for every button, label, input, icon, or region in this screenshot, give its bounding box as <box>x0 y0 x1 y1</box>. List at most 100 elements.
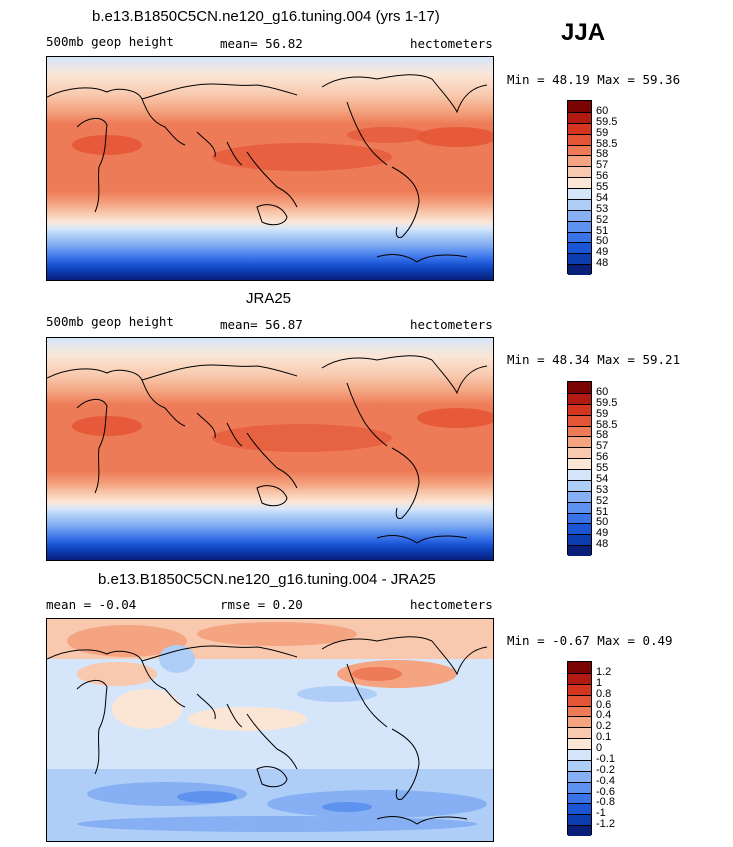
colorbar-box <box>568 447 591 459</box>
colorbar-box <box>568 781 591 793</box>
colorbar-tick-label: -0.4 <box>596 774 615 787</box>
colorbar-box <box>568 803 591 815</box>
colorbar-tick-label: -0.8 <box>596 796 615 809</box>
panel2-field-plot <box>47 338 493 560</box>
colorbar-box <box>568 111 591 123</box>
colorbar-box <box>568 792 591 804</box>
panel3-map <box>46 618 494 842</box>
colorbar-tick-label: 59.5 <box>596 396 618 409</box>
colorbar-tick-label: 52 <box>596 494 609 507</box>
panel1-colorbar <box>567 100 592 275</box>
colorbar-tick-label: 57 <box>596 159 609 172</box>
panel1-units-label: hectometers <box>410 36 493 51</box>
panel3-coastlines <box>47 636 488 825</box>
colorbar-box <box>568 479 591 491</box>
panel1-minmax-label: Min = 48.19 Max = 59.36 <box>507 72 681 87</box>
colorbar-tick-label: 55 <box>596 181 609 193</box>
colorbar-box <box>568 501 591 513</box>
colorbar-tick-label: -0.1 <box>596 752 615 765</box>
panel2-minmax-label: Min = 48.34 Max = 59.21 <box>507 352 681 367</box>
colorbar-box <box>568 727 591 739</box>
colorbar-tick-label: 1.2 <box>596 665 612 678</box>
colorbar-tick-label: -1 <box>596 807 606 820</box>
colorbar-box <box>568 188 591 199</box>
panel3-minmax-label: Min = -0.67 Max = 0.49 <box>507 633 673 648</box>
colorbar-tick-label: -1.2 <box>596 818 615 831</box>
colorbar-tick-label: 56 <box>596 451 609 464</box>
colorbar-box <box>568 814 591 826</box>
colorbar-box <box>568 392 591 404</box>
colorbar-tick-label: 49 <box>596 246 609 259</box>
colorbar-box <box>568 231 591 243</box>
colorbar-tick-label: 50 <box>596 516 609 529</box>
colorbar-box <box>568 683 591 695</box>
colorbar-box <box>568 749 591 760</box>
panel3-title: b.e13.B1850C5CN.ne120_g16.tuning.004 - J… <box>98 571 436 588</box>
panel3-colorbar <box>567 661 592 836</box>
colorbar-tick-label: 1 <box>596 676 603 689</box>
colorbar-tick-label: 0 <box>596 742 603 754</box>
colorbar-box <box>568 209 591 221</box>
colorbar-tick-label: 58.5 <box>596 137 618 150</box>
colorbar-box <box>568 414 591 426</box>
colorbar-box <box>568 177 591 188</box>
colorbar-box <box>568 166 591 178</box>
colorbar-box <box>568 759 591 771</box>
colorbar-tick-label: 0.8 <box>596 687 612 700</box>
panel2-colorbar <box>567 381 592 556</box>
panel2-units-label: hectometers <box>410 317 493 332</box>
colorbar-box <box>568 198 591 210</box>
colorbar-tick-label: 53 <box>596 483 609 496</box>
colorbar-box <box>568 545 591 556</box>
colorbar-tick-label: 54 <box>596 191 609 204</box>
colorbar-box <box>568 825 591 836</box>
colorbar-tick-label: 58 <box>596 148 609 161</box>
colorbar-tick-label: 58 <box>596 429 609 442</box>
colorbar-tick-label: 0.4 <box>596 709 612 722</box>
colorbar-box <box>568 220 591 232</box>
colorbar-box <box>568 662 591 673</box>
colorbar-box <box>568 705 591 717</box>
colorbar-box <box>568 512 591 524</box>
panel3-units-label: hectometers <box>410 597 493 612</box>
colorbar-tick-label: 49 <box>596 527 609 540</box>
colorbar-box <box>568 694 591 706</box>
colorbar-tick-label: 55 <box>596 462 609 474</box>
colorbar-box <box>568 458 591 469</box>
colorbar-box <box>568 738 591 749</box>
colorbar-box <box>568 716 591 728</box>
colorbar-tick-label: 51 <box>596 505 609 518</box>
colorbar-tick-label: 0.6 <box>596 698 612 711</box>
colorbar-box <box>568 403 591 415</box>
panel2-coastlines <box>47 355 488 544</box>
season-label: JJA <box>561 19 606 46</box>
panel3-field-plot <box>47 619 493 841</box>
colorbar-tick-label: 0.2 <box>596 720 612 733</box>
panel1-coastlines <box>47 74 488 263</box>
colorbar-box <box>568 144 591 156</box>
colorbar-box <box>568 101 591 112</box>
colorbar-tick-label: 51 <box>596 224 609 237</box>
colorbar-tick-label: -0.6 <box>596 785 615 798</box>
panel1-variable-label: 500mb geop height <box>46 34 174 49</box>
colorbar-box <box>568 469 591 480</box>
colorbar-tick-label: 0.1 <box>596 731 612 744</box>
colorbar-box <box>568 490 591 502</box>
colorbar-tick-label: -0.2 <box>596 763 615 776</box>
colorbar-tick-label: 48 <box>596 538 609 551</box>
colorbar-tick-label: 59.5 <box>596 115 618 128</box>
panel3-rmse-label: rmse = 0.20 <box>220 597 303 612</box>
colorbar-tick-label: 53 <box>596 202 609 215</box>
colorbar-tick-label: 52 <box>596 213 609 226</box>
colorbar-box <box>568 672 591 684</box>
panel2-mean-label: mean= 56.87 <box>220 317 303 332</box>
colorbar-tick-label: 56 <box>596 170 609 183</box>
colorbar-box <box>568 242 591 254</box>
colorbar-box <box>568 770 591 782</box>
colorbar-tick-label: 57 <box>596 440 609 453</box>
colorbar-tick-label: 58.5 <box>596 418 618 431</box>
panel1-title: b.e13.B1850C5CN.ne120_g16.tuning.004 (yr… <box>92 8 440 25</box>
colorbar-tick-label: 54 <box>596 472 609 485</box>
colorbar-tick-label: 59 <box>596 407 609 420</box>
panel1-mean-label: mean= 56.82 <box>220 36 303 51</box>
